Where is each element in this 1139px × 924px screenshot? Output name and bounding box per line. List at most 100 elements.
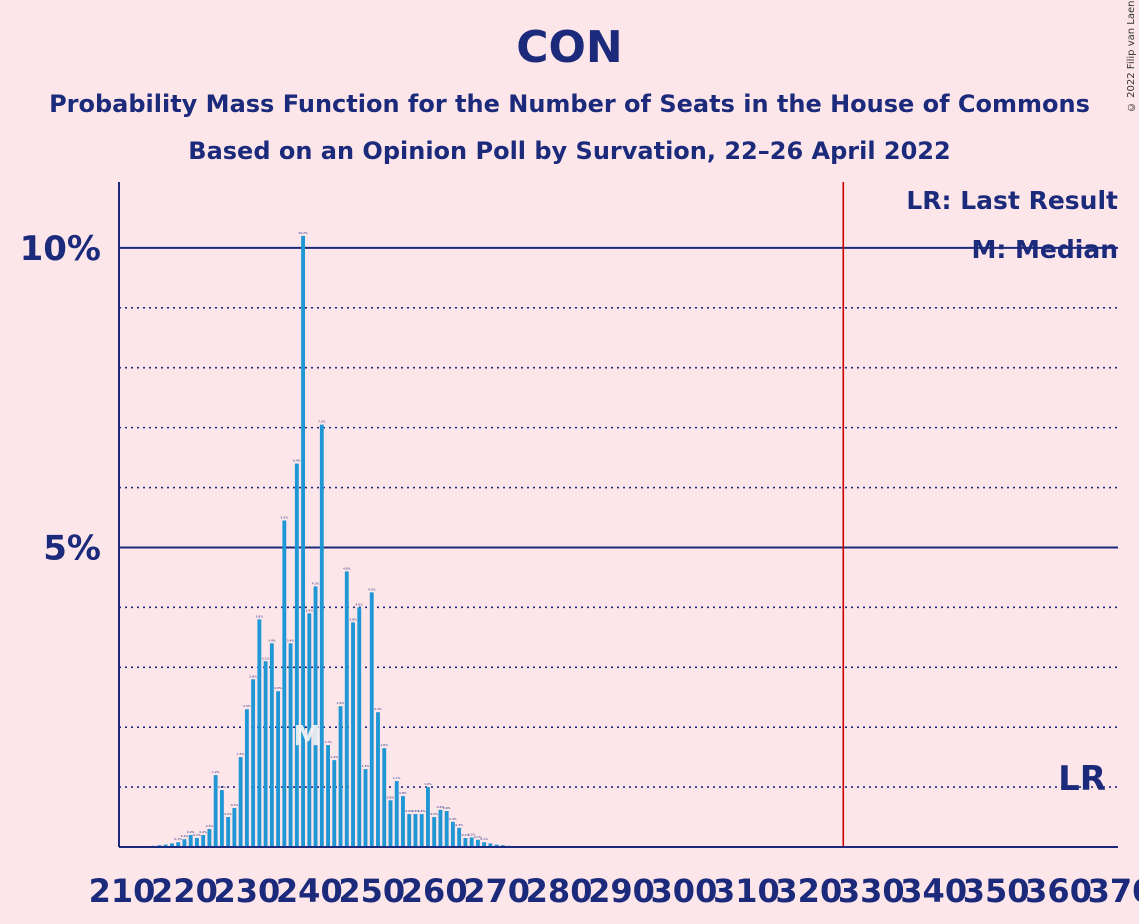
bar-seat-229 (238, 757, 243, 847)
x-tick-label: 260 (401, 872, 468, 910)
bar-seat-224 (207, 829, 212, 847)
bar-seat-253 (388, 800, 393, 847)
x-tick-label: 370 (1088, 872, 1139, 910)
bar-value-label: 4.3% (312, 581, 320, 585)
bar-value-label: 1.0% (424, 782, 432, 786)
annotations: M LR LR: Last Result M: Median (293, 182, 1118, 847)
bar-value-label: 0.1% (193, 833, 201, 837)
bar-seat-234 (269, 643, 274, 847)
bar-seat-241 (313, 586, 318, 847)
bar-seat-231 (251, 679, 256, 847)
bar-value-label: 4.3% (368, 587, 376, 591)
bar-seat-242 (319, 424, 324, 847)
bar-value-label: 3.8% (349, 617, 357, 621)
bar-value-label: 1.2% (212, 770, 220, 774)
median-marker: M (293, 719, 321, 752)
bar-seat-240 (307, 613, 312, 847)
bar-seat-270 (494, 844, 499, 847)
bar-value-label: 0.6% (412, 809, 420, 813)
x-tick-label: 230 (213, 872, 280, 910)
bar-seat-252 (382, 748, 387, 847)
bar-value-label: 0.8% (399, 791, 407, 795)
x-tick-label: 350 (963, 872, 1030, 910)
tick-labels: 5% 10% 21022023024025026027028029030031032… (20, 229, 1139, 910)
bar-seat-238 (294, 463, 299, 847)
y-tick-label: 10% (20, 229, 101, 269)
legend-median: M: Median (971, 235, 1118, 264)
bar-seat-264 (457, 827, 462, 847)
bar-value-label: 0.1% (462, 833, 470, 837)
bar-value-label: 2.3% (374, 707, 382, 711)
bar-value-label: 0.9% (218, 785, 226, 789)
bar-value-label: 0.2% (187, 830, 195, 834)
bar-value-label: 0.4% (449, 817, 457, 821)
bar-value-label: 0.1% (480, 837, 488, 841)
chart-source: Based on an Opinion Poll by Survation, 2… (188, 137, 951, 165)
bar-seat-254 (394, 781, 399, 847)
bar-seat-220 (182, 839, 187, 847)
bar-seat-233 (263, 661, 268, 847)
bar-value-label: 3.8% (256, 614, 264, 618)
bar-seat-269 (488, 843, 493, 847)
bar-value-label: 2.4% (337, 701, 345, 705)
x-tick-label: 300 (651, 872, 718, 910)
bar-seat-243 (326, 745, 330, 847)
bar-seat-268 (482, 842, 487, 847)
bar-seat-265 (463, 838, 468, 847)
bar-seat-244 (332, 760, 337, 847)
bar-value-label: 1.4% (330, 755, 338, 759)
bar-seat-249 (363, 769, 368, 847)
bar-seat-248 (357, 607, 362, 847)
bar-value-label: 0.6% (405, 809, 413, 813)
bar-value-label: 1.6% (380, 743, 388, 747)
bar-seat-245 (338, 706, 343, 847)
bar-seat-251 (376, 712, 380, 847)
x-tick-label: 250 (338, 872, 405, 910)
bar-value-label: 3.9% (306, 608, 314, 612)
bar-value-label: 0.3% (206, 824, 214, 828)
bar-value-label: 0.5% (224, 812, 232, 816)
x-tick-label: 290 (588, 872, 655, 910)
bar-value-label: 0.7% (231, 803, 239, 807)
bar-value-label: 2.6% (274, 686, 282, 690)
bar-value-label: 10.2% (298, 231, 308, 235)
y-tick-label: 5% (43, 528, 101, 568)
bar-seat-236 (282, 520, 287, 847)
bar-seat-257 (413, 814, 418, 847)
bar-seat-259 (426, 787, 430, 847)
x-tick-label: 310 (713, 872, 780, 910)
bar-seat-250 (369, 592, 374, 847)
bar-seat-217 (163, 844, 168, 847)
bar-value-label: 0.5% (430, 812, 438, 816)
chart-title: CON (516, 22, 623, 73)
bar-value-label: 1.3% (362, 764, 370, 768)
bar-seat-262 (444, 811, 449, 847)
chart-subtitle: Probability Mass Function for the Number… (49, 90, 1090, 118)
bar-value-label: 0.6% (437, 805, 445, 809)
bar-value-label: 4.6% (343, 566, 351, 570)
bar-value-label: 7.0% (318, 420, 326, 424)
x-tick-label: 340 (900, 872, 967, 910)
bar-value-label: 2.8% (249, 674, 257, 678)
bar-seat-225 (213, 775, 218, 847)
bar-value-label: 2.3% (243, 704, 251, 708)
bar-value-label: 0.1% (474, 835, 482, 839)
x-tick-label: 270 (463, 872, 530, 910)
x-tick-label: 330 (838, 872, 905, 910)
bar-seat-227 (226, 817, 231, 847)
x-tick-label: 280 (526, 872, 593, 910)
x-tick-label: 240 (276, 872, 343, 910)
bar-value-label: 0.3% (455, 823, 463, 827)
bar-seat-256 (407, 814, 412, 847)
bar-seat-263 (450, 821, 455, 847)
bar-seat-266 (469, 837, 474, 847)
bar-value-label: 3.4% (268, 638, 276, 642)
bar-value-label: 0.2% (199, 830, 207, 834)
bar-value-label: 5.5% (281, 515, 289, 519)
bar-seat-246 (344, 571, 349, 847)
bars: 0.1%0.1%0.2%0.1%0.2%0.3%1.2%0.9%0.5%0.7%… (120, 231, 512, 847)
bar-seat-261 (438, 809, 443, 847)
bar-seat-219 (176, 842, 181, 847)
bar-seat-226 (219, 790, 224, 847)
